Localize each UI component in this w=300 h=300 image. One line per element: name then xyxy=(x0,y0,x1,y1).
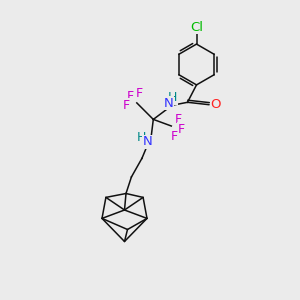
Text: F: F xyxy=(175,113,182,126)
Text: F: F xyxy=(136,87,143,100)
Text: F: F xyxy=(178,123,185,136)
Text: N: N xyxy=(143,135,153,148)
Text: N: N xyxy=(164,97,173,110)
Text: F: F xyxy=(122,99,130,112)
Text: F: F xyxy=(171,130,178,143)
Text: O: O xyxy=(211,98,221,111)
Text: Cl: Cl xyxy=(190,21,203,34)
Text: H: H xyxy=(168,91,177,104)
Text: F: F xyxy=(127,90,134,103)
Text: H: H xyxy=(137,131,147,144)
